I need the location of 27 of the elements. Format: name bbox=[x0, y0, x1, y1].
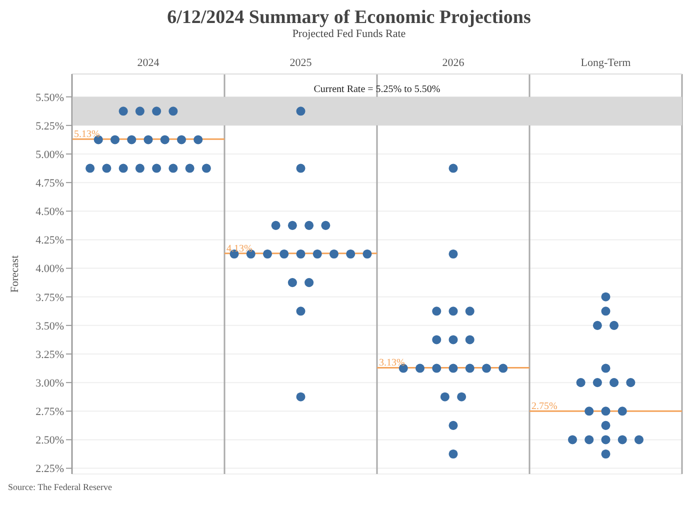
y-tick-label: 3.00% bbox=[36, 377, 64, 390]
x-tick-label: 2025 bbox=[290, 57, 312, 69]
y-tick-label: 4.50% bbox=[36, 206, 64, 218]
y-tick-label: 2.75% bbox=[36, 406, 64, 418]
y-tick-label: 5.25% bbox=[36, 120, 64, 132]
ref-line-label: 5.13% bbox=[74, 129, 100, 140]
band-label: Current Rate = 5.25% to 5.50% bbox=[314, 84, 440, 95]
y-tick-label: 2.50% bbox=[36, 434, 64, 447]
y-tick-label: 5.50% bbox=[36, 92, 64, 104]
chart-subtitle: Projected Fed Funds Rate bbox=[291, 28, 407, 40]
y-tick-label: 3.50% bbox=[36, 320, 64, 332]
x-tick-label: Long-Term bbox=[580, 57, 632, 69]
ref-line-label: 4.13% bbox=[226, 243, 252, 254]
x-tick-label: 2024 bbox=[137, 57, 160, 69]
x-tick-label: 2026 bbox=[442, 57, 465, 69]
y-tick-label: 4.75% bbox=[36, 177, 64, 190]
ref-line-label: 2.75% bbox=[532, 401, 558, 412]
ref-line-label: 3.13% bbox=[379, 358, 405, 369]
source-note: Source: The Federal Reserve bbox=[8, 482, 114, 492]
y-tick-label: 3.75% bbox=[36, 292, 64, 304]
y-tick-label: 4.25% bbox=[36, 234, 64, 247]
y-tick-label: 3.25% bbox=[36, 348, 64, 361]
y-tick-label: 5.00% bbox=[36, 148, 64, 161]
y-tick-label: 2.25% bbox=[36, 463, 64, 476]
y-tick-label: 4.00% bbox=[36, 263, 64, 276]
chart-title: 6/12/2024 Summary of Economic Projections bbox=[166, 7, 532, 28]
y-axis-title: Forecast bbox=[8, 255, 21, 293]
